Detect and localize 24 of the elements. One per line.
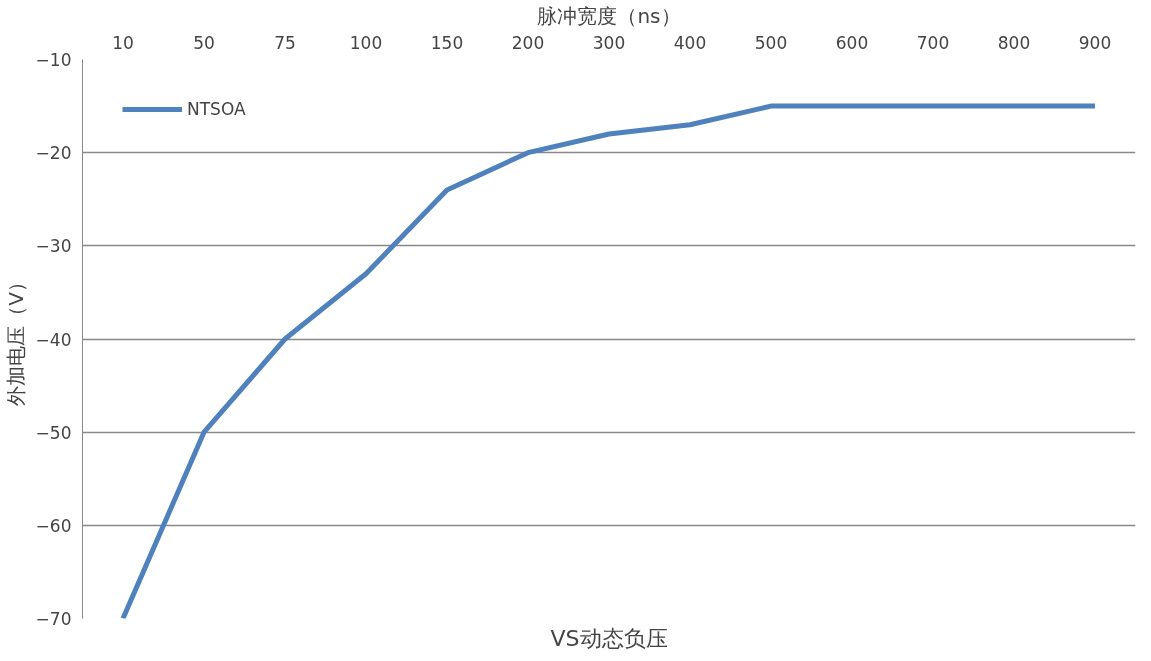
x-tick-label: 100	[349, 32, 383, 53]
x-tick-label: 200	[511, 32, 545, 53]
y-axis-title: 外加电压（V）	[3, 272, 28, 406]
x-tick-label: 400	[673, 32, 707, 53]
x-tick-label: 50	[193, 32, 215, 53]
y-tick-label: −30	[35, 236, 72, 257]
y-tick-label: −60	[35, 515, 72, 536]
x-tick-label: 500	[754, 32, 788, 53]
x-tick-label: 300	[592, 32, 626, 53]
y-tick-label: −70	[35, 609, 72, 629]
x-tick-label: 150	[430, 32, 464, 53]
text: VS动态负压	[550, 625, 668, 651]
x-tick-label: 800	[997, 32, 1031, 53]
x-tick-label: 600	[835, 32, 869, 53]
y-tick-label: −40	[35, 329, 72, 350]
y-tick-label: −50	[35, 422, 72, 443]
x-tick-label: 75	[274, 32, 296, 53]
x-tick-label: 900	[1078, 32, 1112, 53]
y-tick-label: −20	[35, 143, 72, 164]
x-axis-title: 脉冲宽度（ns）	[537, 3, 681, 28]
x-tick-label: 700	[916, 32, 950, 53]
x-tick-label: 10	[112, 32, 134, 53]
legend-label: NTSOA	[187, 99, 246, 119]
y-tick-label: −10	[35, 50, 72, 70]
